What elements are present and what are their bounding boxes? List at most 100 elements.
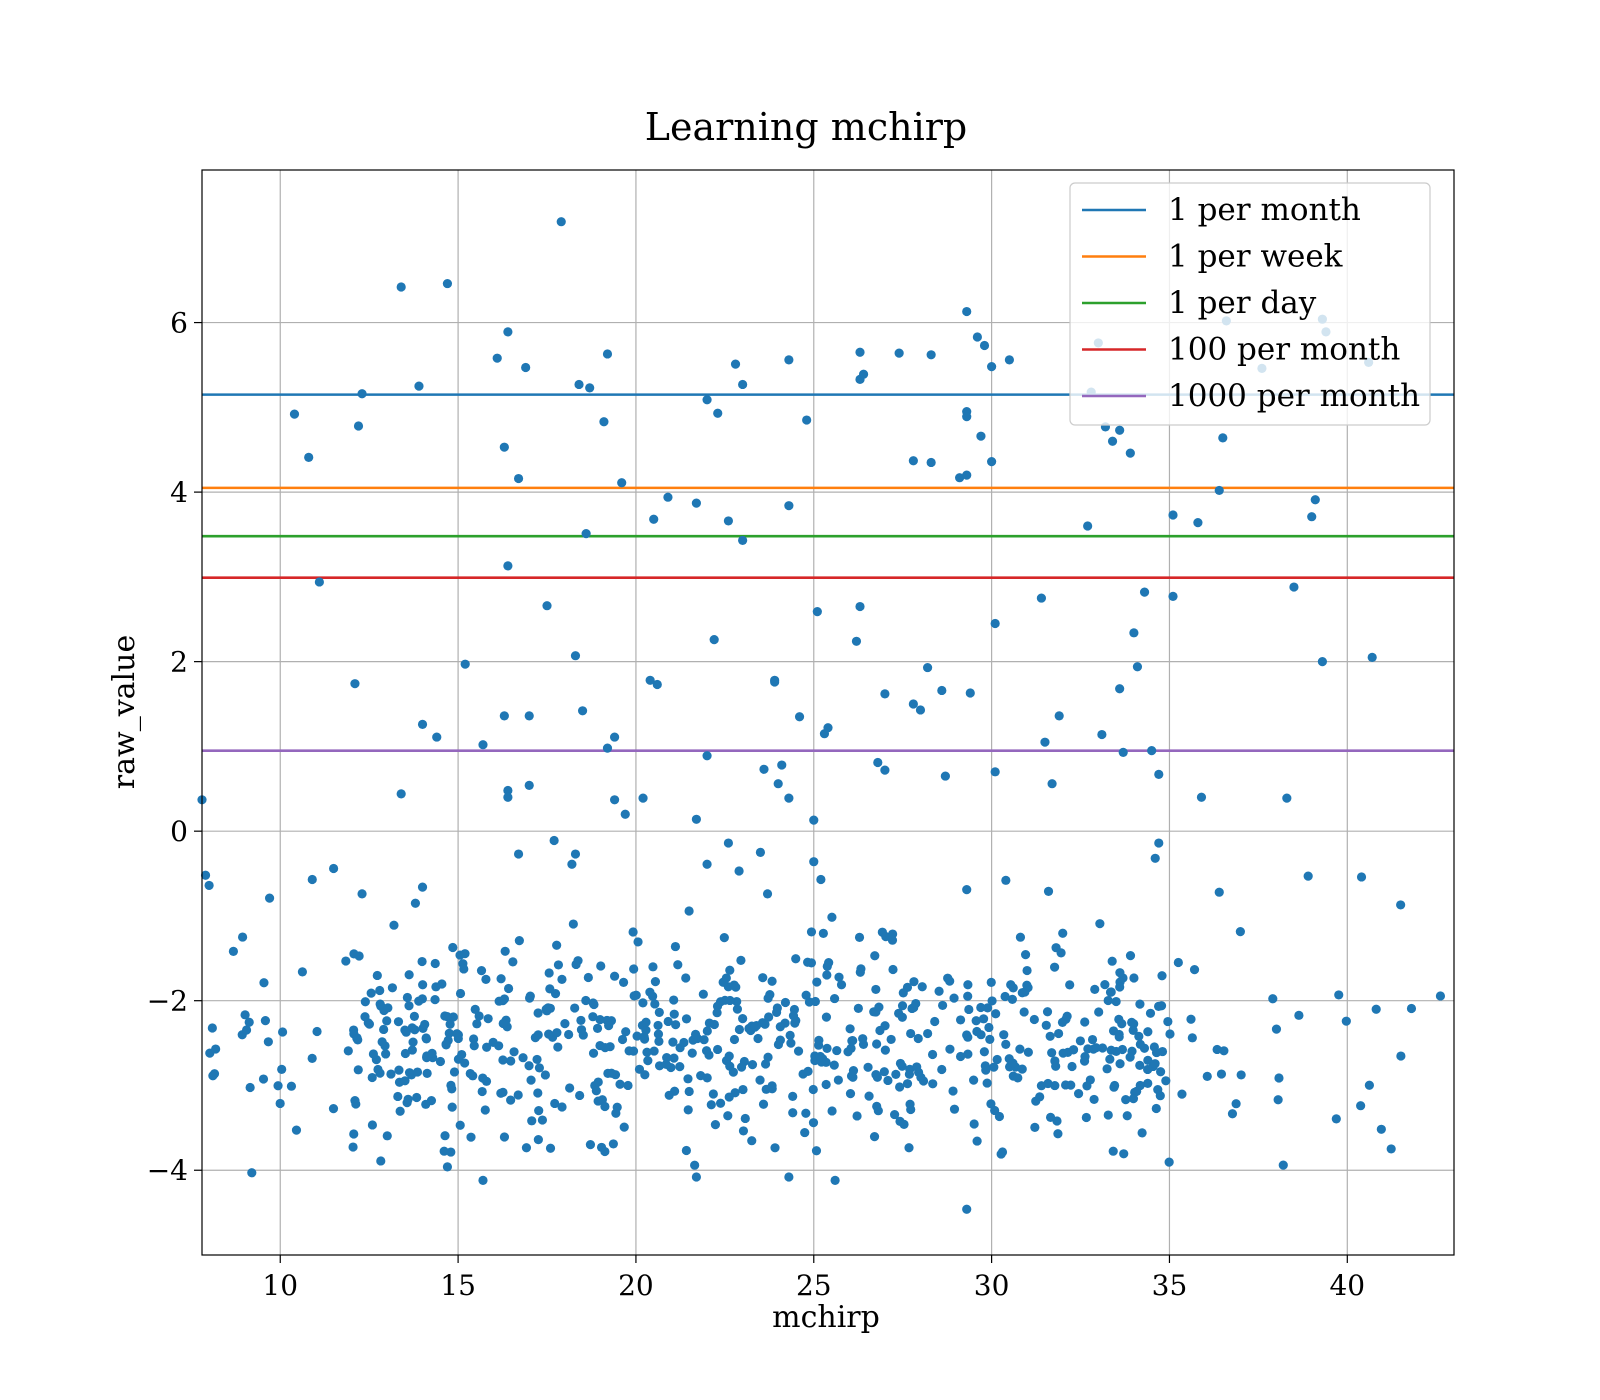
- data-point: [880, 765, 890, 775]
- data-point: [350, 1095, 360, 1106]
- data-point: [553, 1042, 563, 1052]
- data-point: [400, 1048, 411, 1059]
- y-tick-label: 2: [170, 646, 188, 679]
- data-point: [509, 1047, 519, 1057]
- data-point: [350, 679, 360, 689]
- data-point: [1143, 1078, 1153, 1088]
- axis-ticks: 10 15 20 25 30 35 40 −4 −2 0 2 4 6: [147, 307, 1365, 1302]
- data-point: [890, 1109, 900, 1120]
- data-point: [802, 415, 812, 425]
- data-point: [788, 1011, 799, 1021]
- data-point: [1022, 980, 1032, 990]
- data-point: [1386, 1144, 1396, 1154]
- data-point: [527, 1116, 537, 1126]
- data-point: [927, 1049, 938, 1060]
- data-point: [803, 957, 813, 967]
- data-point: [524, 780, 534, 790]
- data-point: [1087, 1034, 1098, 1045]
- data-point: [1000, 991, 1010, 1002]
- data-point: [552, 940, 562, 950]
- chart-title: Learning mchirp: [645, 105, 967, 149]
- data-point: [204, 880, 214, 891]
- data-point: [661, 1059, 671, 1070]
- data-point: [503, 327, 513, 337]
- data-point: [498, 1055, 508, 1065]
- data-point: [747, 1136, 757, 1146]
- data-point: [1168, 591, 1178, 601]
- data-point: [576, 1025, 587, 1035]
- data-point: [615, 1079, 625, 1089]
- data-point: [211, 1044, 221, 1054]
- data-point: [533, 1088, 543, 1098]
- data-point: [533, 1008, 543, 1018]
- data-point: [1129, 973, 1139, 983]
- data-point: [585, 383, 595, 393]
- data-point: [764, 1012, 774, 1022]
- data-point: [1227, 1109, 1238, 1119]
- data-point: [341, 956, 351, 966]
- legend-label: 1 per day: [1168, 285, 1317, 321]
- data-point: [382, 1131, 392, 1141]
- data-point: [808, 1084, 818, 1095]
- data-point: [723, 838, 734, 848]
- data-point: [801, 1108, 811, 1118]
- data-point: [1128, 1025, 1138, 1036]
- data-point: [297, 967, 308, 977]
- data-point: [1135, 1080, 1145, 1091]
- data-point: [869, 1132, 880, 1142]
- x-tick-label: 35: [1152, 1269, 1188, 1302]
- data-point: [386, 1069, 396, 1079]
- data-point: [404, 970, 414, 980]
- data-point: [526, 1075, 536, 1085]
- data-point: [994, 1111, 1005, 1122]
- data-point: [943, 973, 953, 983]
- data-point: [908, 456, 918, 466]
- data-point: [1029, 1014, 1039, 1025]
- data-point: [571, 959, 581, 970]
- data-point: [387, 983, 398, 993]
- data-point: [723, 516, 734, 526]
- data-point: [814, 1035, 824, 1045]
- data-point: [1105, 1054, 1115, 1064]
- data-point: [1091, 1043, 1101, 1053]
- data-point: [1081, 1112, 1091, 1123]
- data-point: [712, 1008, 722, 1018]
- data-point: [496, 1088, 506, 1098]
- data-point: [348, 1142, 358, 1152]
- data-point: [291, 1125, 302, 1135]
- data-point: [704, 1018, 714, 1028]
- data-point: [574, 379, 584, 390]
- data-point: [557, 974, 567, 985]
- data-point: [1231, 1099, 1241, 1109]
- data-point: [381, 1049, 391, 1059]
- data-point: [353, 421, 364, 431]
- data-point: [809, 815, 819, 825]
- data-point: [550, 1098, 560, 1109]
- data-point: [784, 793, 794, 803]
- data-point: [503, 561, 513, 571]
- data-point: [643, 1056, 653, 1066]
- data-point: [1163, 1016, 1173, 1027]
- data-point: [506, 1056, 516, 1066]
- data-point: [449, 1067, 460, 1077]
- data-point: [273, 1081, 283, 1091]
- data-point: [427, 1048, 437, 1058]
- data-point: [1097, 1043, 1108, 1053]
- data-point: [286, 1081, 297, 1091]
- data-point: [430, 995, 440, 1005]
- x-tick-label: 25: [796, 1269, 832, 1302]
- data-point: [818, 928, 828, 938]
- data-point: [1125, 1052, 1135, 1062]
- data-point: [602, 349, 613, 359]
- data-point: [760, 1019, 770, 1029]
- data-point: [964, 1004, 974, 1015]
- data-point: [1115, 684, 1125, 694]
- data-point: [304, 452, 314, 462]
- data-point: [1017, 1064, 1027, 1074]
- legend-label: 1 per month: [1168, 192, 1361, 228]
- data-point: [576, 1015, 586, 1026]
- data-point: [962, 1030, 972, 1040]
- data-point: [1109, 1082, 1119, 1092]
- data-point: [1135, 1060, 1145, 1070]
- data-point: [1134, 1031, 1144, 1041]
